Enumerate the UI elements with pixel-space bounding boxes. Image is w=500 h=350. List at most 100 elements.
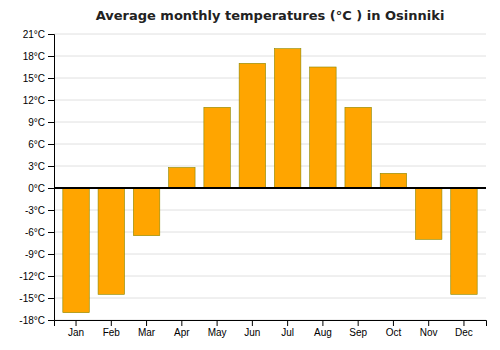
y-tick-mark [48,34,54,35]
y-tick-mark [48,254,54,255]
y-tick-mark [48,100,54,101]
x-tick: Apr [174,320,190,338]
y-tick: 18°C [23,51,54,62]
x-tick-mark [428,320,429,326]
x-tick-mark [76,320,77,326]
grid-line [54,122,486,123]
y-tick: -6°C [25,227,54,238]
x-tick: Jul [281,320,294,338]
y-tick-mark [48,166,54,167]
x-tick-mark [287,320,288,326]
y-tick-mark [48,320,54,321]
x-tick: Mar [138,320,156,338]
y-axis: -18°C -15°C -12°C -9°C -6°C -3°C 0°C 3°C 6°C 9°C 1… [19,29,54,326]
grid-line [54,34,486,35]
y-tick-mark [48,188,54,189]
x-tick-mark [358,320,359,326]
x-tick-mark [463,320,464,326]
bar [380,173,406,188]
y-tick-mark [48,210,54,211]
bar [133,188,159,236]
y-tick-label: 0°C [28,183,45,194]
x-tick: Nov [420,320,438,338]
y-tick: 21°C [23,29,54,40]
grid-line [54,144,486,145]
chart: Average monthly temperatures (°C ) in Os… [0,0,500,350]
y-tick-label: -15°C [19,293,45,304]
y-axis-line [48,35,55,321]
bar [415,188,441,239]
bar [274,49,300,188]
x-tick: Feb [103,320,121,338]
x-tick-label: Apr [174,327,190,338]
bar [204,107,230,188]
y-tick-label: 9°C [28,117,45,128]
y-tick: 12°C [23,95,54,106]
y-tick-mark [48,78,54,79]
y-tick-label: 3°C [28,161,45,172]
x-tick-label: Jun [244,327,260,338]
x-tick-label: Jan [68,327,84,338]
x-tick: Oct [386,320,402,338]
x-tick-label: Oct [386,327,402,338]
y-tick-mark [48,232,54,233]
x-tick-mark [393,320,394,326]
y-tick: 0°C [28,183,54,194]
x-tick-mark [146,320,147,326]
x-tick-mark [322,320,323,326]
bars [63,49,477,313]
x-tick: Aug [314,320,332,338]
y-tick-mark [48,56,54,57]
x-tick-label: Sep [349,327,367,338]
x-tick-label: Aug [314,327,332,338]
y-tick: -9°C [25,249,54,260]
bar [98,188,124,294]
x-tick: Jan [68,320,84,338]
grid-line [54,298,486,299]
y-tick: 9°C [28,117,54,128]
bar [345,107,371,188]
grid-line [54,166,486,167]
bar [63,188,89,313]
x-tick-mark [217,320,218,326]
x-tick-label: Nov [420,327,438,338]
y-tick: 15°C [23,73,54,84]
x-axis-line [55,321,487,327]
bar [239,63,265,188]
grid [54,34,486,320]
x-tick: Jun [244,320,260,338]
plot: -18°C -15°C -12°C -9°C -6°C -3°C 0°C 3°C 6°C 9°C 1… [19,29,486,338]
x-tick-label: Dec [455,327,473,338]
y-tick: -12°C [19,271,54,282]
x-tick-label: Mar [138,327,156,338]
y-tick: -3°C [25,205,54,216]
x-tick-mark [252,320,253,326]
title: Average monthly temperatures (°C ) in Os… [96,8,445,23]
y-tick-label: 18°C [23,51,45,62]
bar [310,67,336,188]
y-tick-mark [48,122,54,123]
x-axis: Jan Feb Mar Apr May Jun Jul Aug Sep Oct Nov Dec [55,320,487,338]
bar [451,188,477,294]
bar [169,167,195,188]
y-tick-mark [48,144,54,145]
y-tick-label: 6°C [28,139,45,150]
zero-line [54,187,486,189]
grid-line [54,56,486,57]
x-tick-label: May [208,327,227,338]
grid-line [54,78,486,79]
y-tick-label: 21°C [23,29,45,40]
y-tick: 6°C [28,139,54,150]
y-tick-label: -9°C [25,249,45,260]
y-tick: 3°C [28,161,54,172]
x-tick-mark [181,320,182,326]
x-tick: May [208,320,227,338]
x-tick-label: Feb [103,327,121,338]
grid-line [54,100,486,101]
y-tick-label: -3°C [25,205,45,216]
y-tick: -18°C [19,315,54,326]
x-tick-label: Jul [281,327,294,338]
y-tick-label: -18°C [19,315,45,326]
x-tick-mark [111,320,112,326]
grid-line [54,188,486,189]
